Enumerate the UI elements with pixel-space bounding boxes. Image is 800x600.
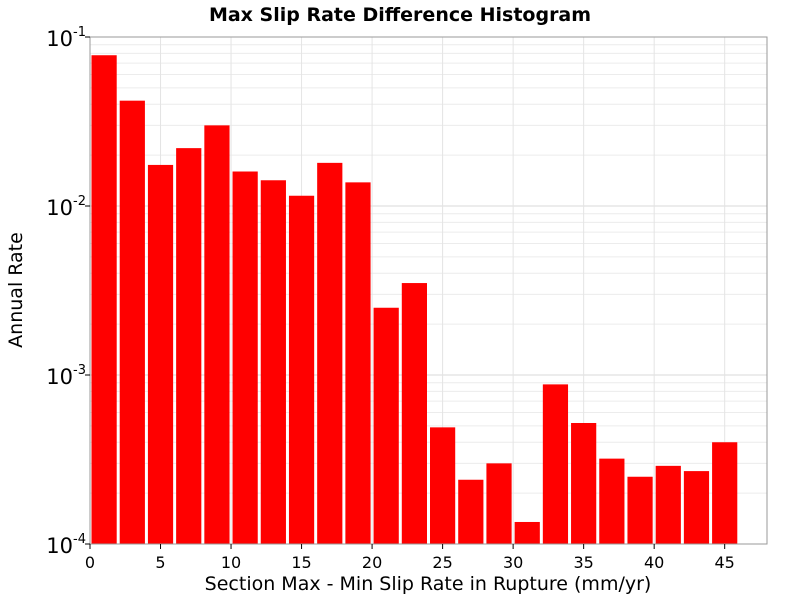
histogram-bar — [288, 195, 315, 544]
y-tick-label: 10-2 — [46, 194, 86, 220]
y-tick-label: 10-4 — [46, 532, 86, 558]
y-tick-label: 10-1 — [46, 25, 86, 51]
x-tick-label: 25 — [432, 553, 452, 572]
histogram-bar — [514, 521, 540, 544]
histogram-bar — [317, 162, 343, 544]
x-tick-label: 5 — [155, 553, 165, 572]
x-axis-label: Section Max - Min Slip Rate in Rupture (… — [205, 573, 652, 595]
histogram-bar — [232, 171, 258, 544]
histogram-bar — [176, 148, 202, 545]
x-tick-label: 35 — [573, 553, 593, 572]
histogram-bar — [542, 384, 569, 544]
histogram-bar — [458, 479, 484, 544]
x-tick-label: 40 — [644, 553, 664, 572]
bars — [91, 55, 738, 545]
x-tick-label: 15 — [291, 553, 311, 572]
histogram-bar — [571, 422, 597, 544]
chart-title: Max Slip Rate Difference Histogram — [209, 4, 591, 26]
histogram-bar — [599, 458, 625, 544]
histogram-bar — [345, 182, 371, 545]
x-tick-label: 30 — [503, 553, 523, 572]
histogram-bar — [373, 307, 399, 544]
y-axis-label: Annual Rate — [5, 232, 27, 348]
histogram-bar — [401, 283, 427, 544]
histogram-bar — [260, 180, 286, 544]
x-tick-label: 20 — [362, 553, 382, 572]
histogram-bar — [147, 164, 174, 544]
y-axis-ticks: 10-4 10-3 10-2 10-1 — [46, 25, 90, 558]
histogram-bar — [712, 442, 738, 544]
x-axis-ticks: 0 5 10 15 20 25 30 35 40 45 — [85, 544, 735, 572]
histogram-bar — [430, 427, 456, 544]
histogram-bar — [627, 476, 653, 544]
histogram-bar — [204, 125, 230, 544]
histogram-bar — [683, 471, 710, 544]
histogram-bar — [486, 463, 512, 544]
histogram-bar — [91, 55, 117, 544]
histogram-bar — [119, 100, 145, 544]
x-tick-label: 0 — [85, 553, 95, 572]
y-tick-label: 10-3 — [46, 363, 86, 389]
plot-border — [89, 36, 768, 545]
histogram-bar — [655, 465, 681, 544]
x-tick-label: 10 — [221, 553, 241, 572]
x-tick-label: 45 — [715, 553, 735, 572]
